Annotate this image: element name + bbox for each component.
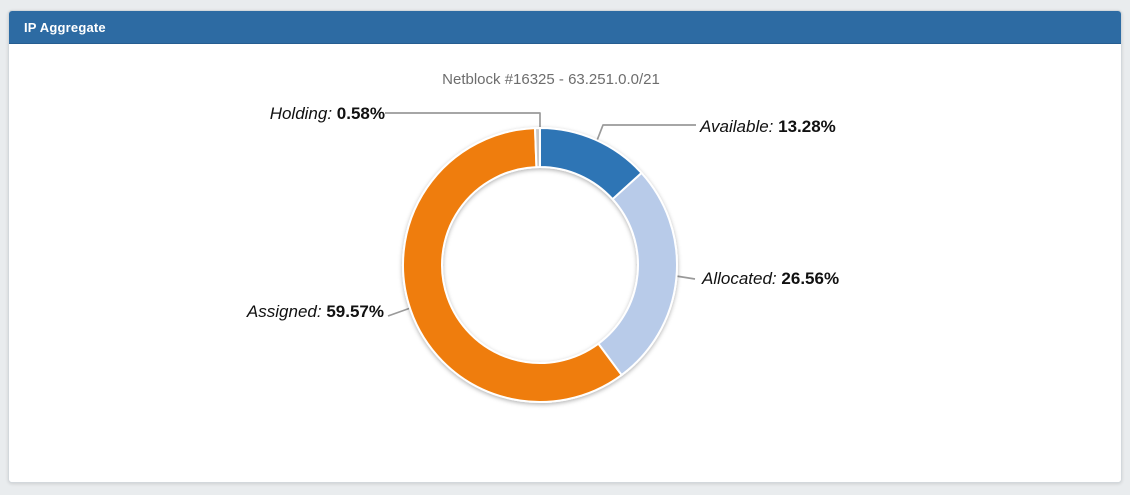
chart-title: Netblock #16325 - 63.251.0.0/21 [442,71,660,88]
donut-slice-holding[interactable] [534,126,541,169]
panel-header: IP Aggregate [9,11,1121,44]
slice-label-allocated: Allocated: 26.56% [702,269,839,289]
slice-label-assigned: Assigned: 59.57% [247,302,384,322]
slice-label-allocated-value: 26.56% [781,269,840,288]
donut-slice-assigned[interactable] [402,127,623,403]
donut-slice-allocated[interactable] [597,172,678,377]
ip-aggregate-panel: IP Aggregate Netblock #16325 - 63.251.0.… [8,10,1122,483]
slice-label-assigned-name: Assigned: [246,302,322,321]
donut-chart [385,112,696,403]
slice-label-available-value: 13.28% [778,117,836,136]
slice-label-holding-value: 0.58% [336,104,385,123]
slice-label-available-name: Available: [700,117,774,136]
slice-label-holding-name: Holding: [269,104,333,123]
panel-title: IP Aggregate [24,19,106,35]
slice-label-holding: Holding: 0.58% [270,104,385,124]
slice-label-allocated-name: Allocated: [702,269,777,288]
slice-label-available: Available: 13.28% [700,117,836,137]
panel-body: Netblock #16325 - 63.251.0.0/21 Holding:… [9,44,1121,482]
slice-label-assigned-value: 59.57% [326,302,384,321]
